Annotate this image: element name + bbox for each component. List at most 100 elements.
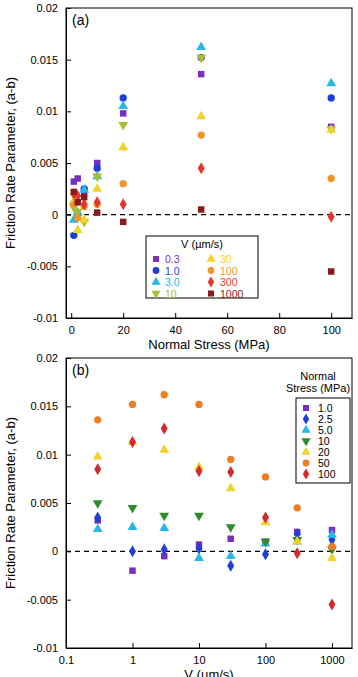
y-tick-label: -0.005 (27, 260, 58, 272)
legend-marker (153, 267, 160, 274)
legend-label: 1000 (220, 288, 244, 300)
point (94, 209, 100, 215)
point (94, 463, 101, 475)
point (226, 524, 236, 533)
y-tick: -0.01 (33, 642, 71, 654)
y-tick-label: 0.005 (30, 157, 58, 169)
series (93, 521, 337, 560)
point (128, 521, 138, 530)
panel-label: (b) (72, 362, 89, 378)
point (196, 42, 206, 51)
panel: 020406080100-0.01-0.00500.0050.010.0150.… (3, 2, 353, 352)
x-tick-label: 20 (118, 324, 130, 336)
y-tick-mark (66, 358, 71, 359)
plot-frame (66, 8, 352, 318)
point (120, 198, 127, 210)
legend-label: 1.0 (165, 265, 180, 277)
x-tick-label: 1000 (320, 654, 344, 666)
y-tick-label: 0.005 (30, 497, 58, 509)
y-tick-label: 0.01 (37, 449, 58, 461)
y-tick-label: -0.005 (27, 594, 58, 606)
point (93, 451, 103, 460)
y-tick: -0.01 (33, 312, 71, 324)
point (94, 165, 101, 172)
point (74, 199, 80, 205)
point (226, 483, 236, 492)
plot-area (66, 391, 352, 610)
legend-marker (301, 425, 310, 433)
y-tick-mark (66, 318, 71, 319)
x-tick: 20 (118, 313, 130, 336)
point (198, 206, 204, 212)
legend-label: 30 (220, 253, 232, 265)
y-tick-mark (66, 111, 71, 112)
point (262, 548, 269, 560)
y-tick-mark (66, 406, 71, 407)
x-tick: 1000 (320, 643, 344, 666)
legend-title-line: Normal (300, 370, 335, 382)
x-tick: 80 (274, 313, 286, 336)
point (198, 131, 205, 138)
reference-line (66, 214, 352, 215)
point (161, 423, 168, 435)
x-tick-label: 60 (222, 324, 234, 336)
point (261, 538, 271, 547)
point (194, 552, 204, 561)
point (261, 539, 271, 548)
point (94, 196, 101, 208)
point (118, 142, 128, 151)
y-tick: 0.015 (30, 400, 71, 412)
y-tick-label: -0.01 (33, 642, 58, 654)
point (74, 214, 81, 221)
series (94, 517, 335, 574)
x-tick-mark (199, 643, 200, 648)
point (129, 545, 136, 557)
y-tick: 0.005 (30, 497, 71, 509)
x-tick-label: 80 (274, 324, 286, 336)
point (327, 552, 337, 561)
point (129, 436, 136, 448)
legend-marker (301, 438, 310, 446)
point (227, 560, 234, 572)
x-axis-title: V (µm/s) (184, 667, 233, 677)
y-tick-label: 0.015 (30, 400, 58, 412)
point (79, 184, 89, 193)
point (92, 183, 102, 192)
panel: 0.11101001000-0.01-0.00500.0050.010.0150… (3, 352, 353, 677)
legend-label: 100 (220, 265, 238, 277)
point (194, 513, 204, 522)
x-tick: 1 (130, 643, 136, 666)
y-tick-mark (66, 503, 71, 504)
plot-area (66, 42, 352, 275)
y-tick-mark (66, 8, 71, 9)
x-tick-mark (132, 643, 133, 648)
point (294, 547, 301, 559)
legend-label: 100 (318, 468, 336, 480)
legend-label: 10 (165, 288, 177, 300)
plot-frame (66, 358, 352, 648)
x-tick-mark (331, 313, 332, 318)
point (120, 219, 126, 225)
x-tick-mark (332, 643, 333, 648)
y-tick-mark (66, 163, 71, 164)
legend-marker (303, 460, 310, 467)
y-tick-label: 0.015 (30, 54, 58, 66)
series (69, 42, 336, 223)
x-axis-line (67, 648, 353, 649)
point (71, 189, 77, 195)
point (292, 536, 302, 545)
y-tick-mark (66, 455, 71, 456)
x-axis-line (67, 318, 353, 319)
point (195, 401, 202, 408)
x-tick: 60 (222, 313, 234, 336)
y-tick: 0.01 (37, 449, 71, 461)
point (120, 94, 127, 101)
legend-marker (303, 405, 309, 411)
y-axis: -0.01-0.00500.0050.010.0150.02 (27, 2, 71, 324)
y-tick-label: -0.01 (33, 312, 58, 324)
point (326, 124, 336, 133)
x-tick-label: 0.1 (59, 654, 74, 666)
point (226, 550, 236, 559)
legend-marker (208, 267, 215, 274)
point (159, 513, 169, 522)
